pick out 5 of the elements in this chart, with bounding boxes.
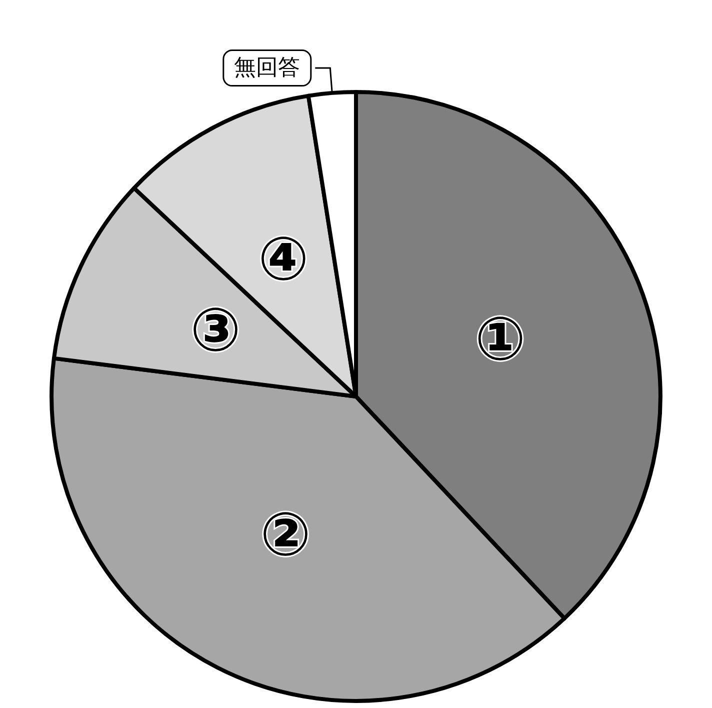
slice-label: ① [474,304,526,374]
slice-label: ② [260,500,311,570]
slice-label: ④ [258,224,309,294]
slice-label: ③ [190,295,241,366]
slice-label: 無回答 [234,56,300,81]
